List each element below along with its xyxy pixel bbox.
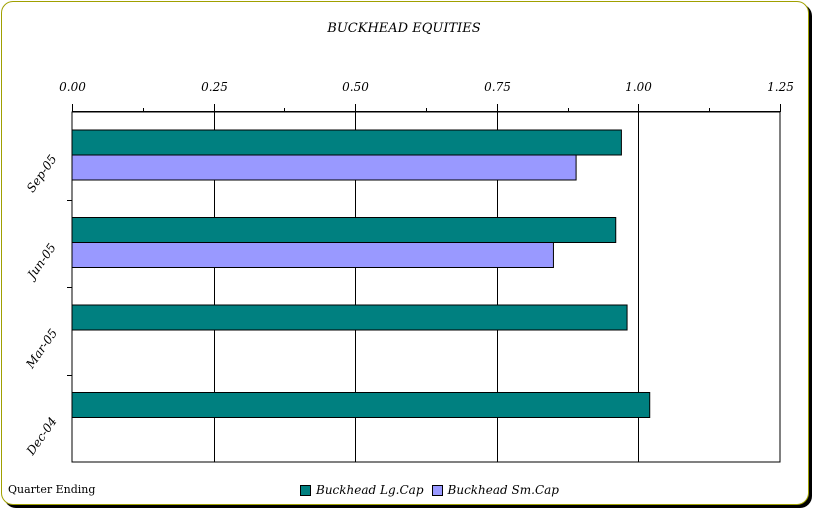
y-tick-label: Jun-05 <box>23 241 59 284</box>
legend-label-sm-cap: Buckhead Sm.Cap <box>447 483 559 497</box>
legend-label-lg-cap: Buckhead Lg.Cap <box>316 483 424 497</box>
bar-buckhead-sm-cap-sep-05 <box>71 154 577 181</box>
chart-title: BUCKHEAD EQUITIES <box>327 21 481 36</box>
y-tick-label: Mar-05 <box>23 326 61 371</box>
y-tick-label: Dec-04 <box>23 415 60 459</box>
legend-item-lg-cap: Buckhead Lg.Cap <box>300 483 424 497</box>
x-tick-label: 0.25 <box>201 80 228 94</box>
bar-buckhead-lg-cap-sep-05 <box>71 129 622 156</box>
legend-swatch-lg-cap <box>300 484 311 496</box>
x-tick-label: 1.00 <box>625 80 652 94</box>
bar-buckhead-lg-cap-dec-04 <box>71 392 651 418</box>
legend-item-sm-cap: Buckhead Sm.Cap <box>431 483 559 497</box>
bar-buckhead-lg-cap-jun-05 <box>71 217 617 243</box>
bar-buckhead-lg-cap-mar-05 <box>71 304 628 331</box>
x-tick-label: 0.50 <box>342 80 369 94</box>
legend: Buckhead Lg.Cap Buckhead Sm.Cap <box>300 483 567 497</box>
bar-buckhead-sm-cap-jun-05 <box>71 242 554 268</box>
y-tick-label: Sep-05 <box>24 152 60 195</box>
legend-swatch-sm-cap <box>431 484 443 496</box>
quarter-ending-label: Quarter Ending <box>8 483 96 496</box>
x-tick-label: 1.25 <box>767 80 794 94</box>
x-tick-label: 0.75 <box>484 80 511 94</box>
x-tick-label: 0.00 <box>59 80 86 94</box>
